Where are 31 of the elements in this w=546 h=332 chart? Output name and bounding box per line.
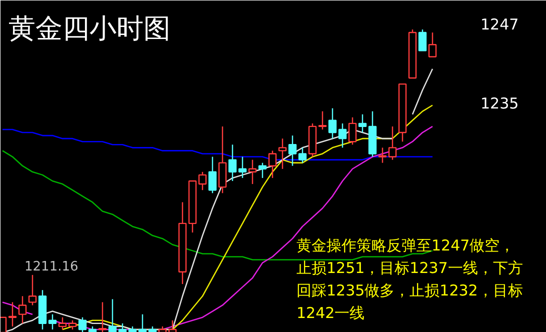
annotation: 黄金操作策略反弹至1247做空，止损1251，目标1237一线，下方回踩1235做多，止损1232，目标1242一线 [296,236,523,322]
candlestick [328,108,337,140]
candlestick [358,114,367,134]
candlestick [388,126,397,160]
annotation: 1211.16 [24,260,78,274]
text: 1247 [480,16,519,34]
candlestick [378,147,387,164]
candlestick [258,162,267,179]
chart-title: 黄金四小时图 [8,14,170,44]
candlestick [48,314,57,330]
candlestick [418,28,427,52]
candlestick [108,298,117,332]
candlestick [318,110,327,130]
candlestick [278,138,287,170]
candlestick [18,296,27,324]
candlestick [338,122,347,148]
candlestick [348,116,357,146]
candlestick [28,274,37,306]
candlestick [268,150,277,179]
candlestick [78,316,87,332]
candlestick [208,156,217,194]
candlestick [248,159,257,185]
candlestick [288,134,297,166]
candlestick [238,156,247,179]
candlestick [228,144,237,182]
candlestick [8,302,17,328]
text: 1235 [480,94,519,112]
candlestick [198,171,207,191]
candlestick [428,32,437,58]
candlestick [138,314,147,332]
candlestick [298,147,307,164]
